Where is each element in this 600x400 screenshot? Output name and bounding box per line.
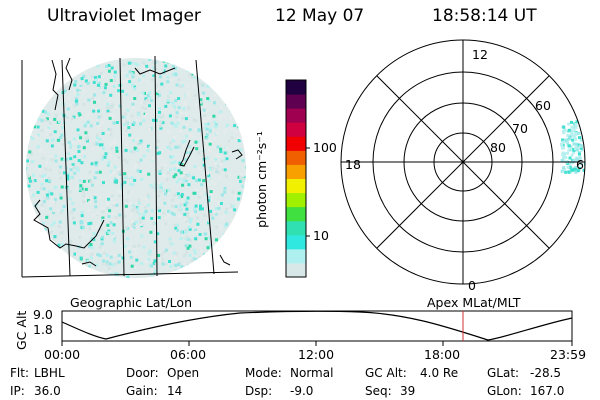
time-tick-1200: 12:00: [298, 347, 335, 362]
time-tick-0600: 06:00: [170, 347, 207, 362]
status-filter-value: LBHL: [34, 366, 65, 380]
mlt-diagonal-2: [376, 75, 550, 249]
altitude-ytick-min: 1.8: [33, 322, 53, 337]
status-gcalt-value: 4.0 Re: [420, 366, 459, 380]
time-tick-0000: 00:00: [44, 347, 81, 362]
geographic-caption: Geographic Lat/Lon: [70, 295, 192, 310]
time-tick-1800: 18:00: [424, 347, 461, 362]
status-door-label: Door:: [126, 366, 159, 380]
altitude-ytick-max: 9.0: [33, 307, 53, 322]
mlt-label-left: 18: [345, 157, 361, 172]
mlat-label-80: 80: [490, 140, 506, 155]
altitude-plot-frame: [61, 310, 573, 342]
status-door-value: Open: [167, 366, 200, 380]
status-glon-label: GLon:: [487, 384, 522, 398]
status-gain-label: Gain:: [126, 384, 158, 398]
colorbar-tick-label-10: 10: [313, 228, 329, 243]
time-tick-2359: 23:59: [550, 347, 587, 362]
colorbar-tick-label-100: 100: [313, 140, 337, 155]
graticule-lines: [21, 55, 239, 278]
instrument-title: Ultraviolet Imager: [47, 6, 201, 26]
status-dsp-label: Dsp:: [245, 384, 273, 398]
mlt-label-right: 6: [576, 157, 584, 172]
status-ip-label: IP:: [10, 384, 25, 398]
status-ip-value: 36.0: [34, 384, 61, 398]
coastline-outline: [33, 57, 243, 267]
status-seq-label: Seq:: [365, 384, 392, 398]
observation-time: 18:58:14 UT: [432, 6, 537, 26]
status-mode-value: Normal: [290, 366, 334, 380]
status-dsp-value: -9.0: [290, 384, 314, 398]
mlt-label-bottom: 0: [468, 278, 476, 293]
status-filter-label: Flt:: [10, 366, 29, 380]
mlat-label-70: 70: [512, 121, 528, 136]
mlt-label-top: 12: [472, 47, 488, 62]
status-glon-value: 167.0: [530, 384, 565, 398]
mlat-label-60: 60: [535, 98, 551, 113]
status-seq-value: 39: [400, 384, 416, 398]
status-mode-label: Mode:: [245, 366, 282, 380]
altitude-curve: [61, 310, 573, 341]
status-gain-value: 14: [167, 384, 183, 398]
status-glat-label: GLat:: [487, 366, 520, 380]
status-glat-value: -28.5: [530, 366, 562, 380]
observation-date: 12 May 07: [275, 6, 365, 26]
apex-caption: Apex MLat/MLT: [427, 295, 521, 310]
status-gcalt-label: GC Alt:: [365, 366, 407, 380]
altitude-ylabel: GC Alt: [14, 310, 29, 350]
